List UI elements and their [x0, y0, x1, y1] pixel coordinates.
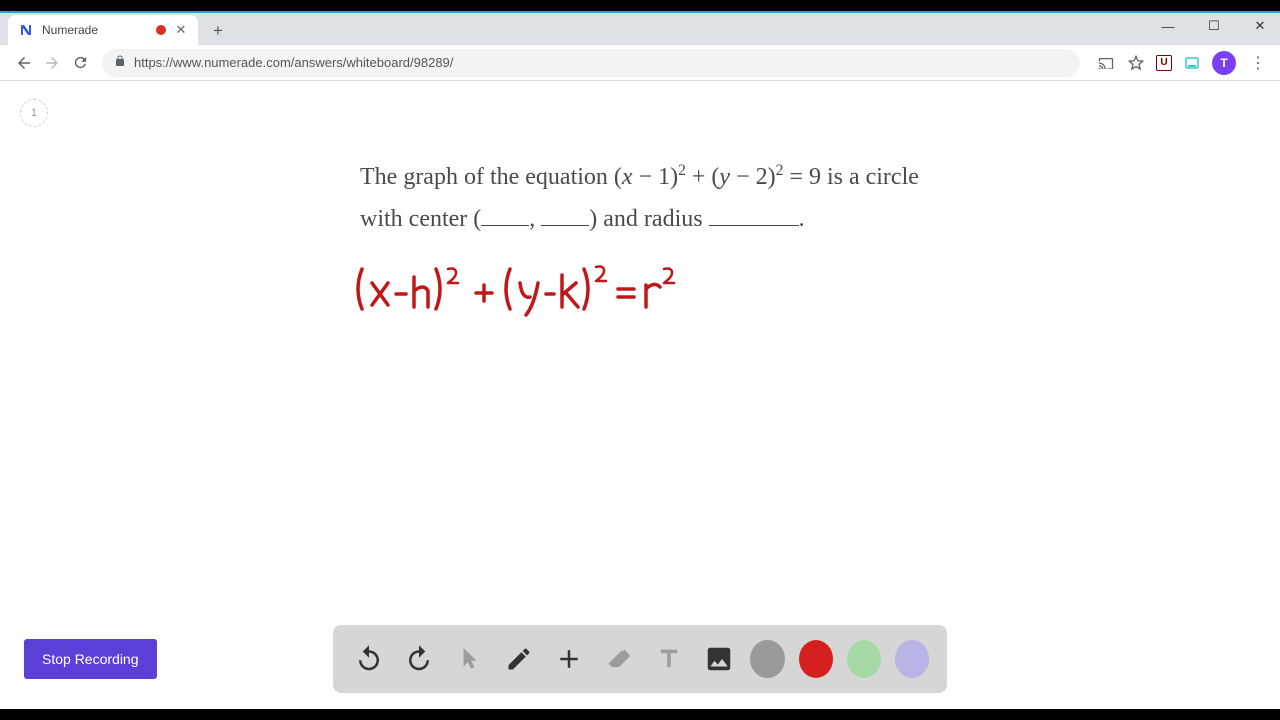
blank-center-x [481, 206, 529, 226]
color-green-button[interactable] [847, 640, 881, 678]
page-content: 1 The graph of the equation (x − 1)2 + (… [0, 81, 1280, 709]
recording-indicator-icon [156, 25, 166, 35]
add-tool-button[interactable] [551, 639, 587, 679]
extension-green-icon[interactable] [1182, 53, 1202, 73]
blank-center-y [541, 206, 589, 226]
forward-button [38, 49, 66, 77]
pointer-tool-button[interactable] [451, 639, 487, 679]
whiteboard-toolbar [333, 625, 947, 693]
window-controls: — ☐ ✕ [1154, 11, 1274, 41]
image-tool-button[interactable] [701, 639, 737, 679]
color-purple-button[interactable] [895, 640, 929, 678]
browser-tab[interactable]: Numerade ✕ [8, 15, 198, 45]
letterbox-bottom [0, 709, 1280, 720]
browser-chrome: Numerade ✕ + — ☐ ✕ https://www.numerade.… [0, 11, 1280, 81]
minimize-button[interactable]: — [1154, 19, 1182, 34]
reload-button[interactable] [66, 49, 94, 77]
window-accent-bar [0, 11, 1280, 13]
undo-button[interactable] [351, 639, 387, 679]
eraser-tool-button[interactable] [601, 639, 637, 679]
ublock-icon[interactable]: U [1156, 55, 1172, 71]
avatar-initial: T [1220, 56, 1227, 70]
profile-avatar[interactable]: T [1212, 51, 1236, 75]
problem-text: The graph of the equation (x − 1)2 + (y … [360, 156, 960, 240]
url-text: https://www.numerade.com/answers/whitebo… [134, 55, 453, 70]
extension-icons: U T ⋮ [1096, 51, 1270, 75]
tab-bar: Numerade ✕ + [0, 11, 1280, 45]
address-bar: https://www.numerade.com/answers/whitebo… [0, 45, 1280, 81]
blank-radius [709, 206, 799, 226]
text-tool-button[interactable] [651, 639, 687, 679]
lock-icon [114, 55, 126, 70]
numerade-favicon-icon [18, 22, 34, 38]
close-window-button[interactable]: ✕ [1246, 18, 1274, 34]
page-indicator[interactable]: 1 [20, 99, 48, 127]
color-red-button[interactable] [799, 640, 833, 678]
pen-tool-button[interactable] [501, 639, 537, 679]
handwritten-formula [350, 261, 690, 326]
stop-recording-button[interactable]: Stop Recording [24, 639, 157, 679]
url-input[interactable]: https://www.numerade.com/answers/whitebo… [102, 49, 1080, 77]
new-tab-button[interactable]: + [204, 17, 232, 45]
back-button[interactable] [10, 49, 38, 77]
letterbox-top [0, 0, 1280, 11]
maximize-button[interactable]: ☐ [1200, 18, 1228, 34]
color-gray-button[interactable] [750, 640, 784, 678]
redo-button[interactable] [401, 639, 437, 679]
tab-title: Numerade [42, 23, 156, 37]
browser-menu-button[interactable]: ⋮ [1246, 53, 1270, 73]
cast-icon[interactable] [1096, 53, 1116, 73]
star-icon[interactable] [1126, 53, 1146, 73]
tab-close-button[interactable]: ✕ [174, 23, 188, 37]
